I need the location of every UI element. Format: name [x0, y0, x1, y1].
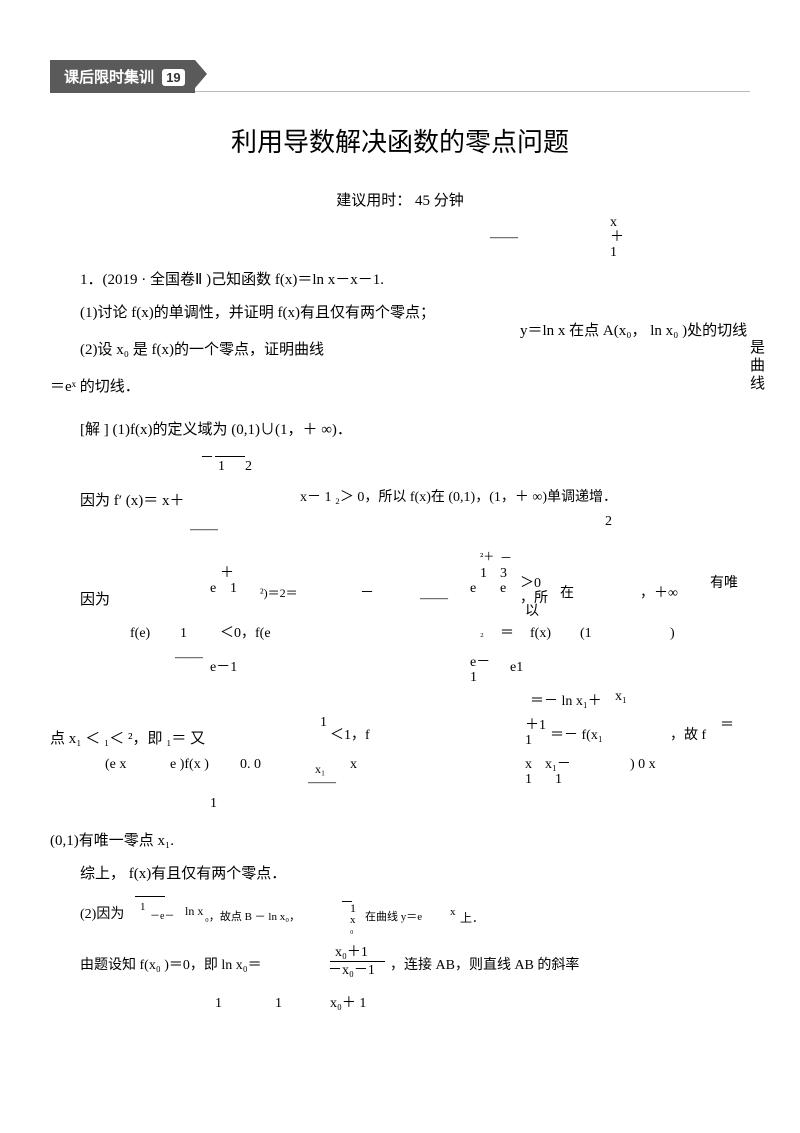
s8: 1: [210, 796, 217, 813]
s4l: e1: [510, 660, 523, 677]
s2-a: －: [200, 451, 214, 468]
s11-line: [135, 896, 165, 897]
s7i: 1: [555, 772, 562, 789]
s6a: 1: [320, 715, 327, 732]
frag-1: 1: [610, 245, 617, 262]
s10: 综上， f(x)有且仅有两个零点．: [50, 858, 750, 891]
s3e: －: [360, 586, 374, 603]
badge-label: 课后限时集训: [64, 69, 154, 86]
s13c: x₀＋ 1: [330, 996, 366, 1013]
s2b: x－ 1 ₂＞ 0，所以 f(x)在 (0,1)，(1，＋ ∞)单调递增．: [300, 490, 617, 507]
s6g: ＝: [720, 718, 734, 735]
s11a: (2)因为: [80, 907, 124, 924]
s7h: 1: [525, 772, 532, 789]
s3j: e: [470, 581, 476, 598]
s5a: ＝－ ln x₁＋: [530, 694, 602, 711]
s11k: 上．: [460, 911, 484, 925]
s13a: 1: [215, 996, 222, 1013]
s2a: 因为 f′ (x)＝ x＋: [80, 493, 185, 509]
s7a: (e x: [105, 757, 126, 774]
s6e: ＝－ f(x₁: [550, 728, 603, 745]
page-title: 利用导数解决函数的零点问题: [50, 122, 750, 159]
s4a: f(e): [130, 626, 150, 643]
q1-line3c: 是曲线: [750, 339, 765, 393]
s6d: 1: [525, 733, 532, 750]
content-body: —— x ＋ 1 1．(2019 · 全国卷Ⅱ )己知函数 f(x)＝ln x－…: [50, 220, 750, 1026]
s11h: ₀: [350, 924, 354, 936]
s3b: e: [210, 581, 216, 598]
s13b: 1: [275, 996, 282, 1013]
s3-dash2: ——: [420, 591, 448, 608]
s3q: 以: [525, 604, 539, 621]
s3n: 在: [560, 586, 574, 603]
s12b: x₀＋1: [335, 945, 368, 962]
s7b: e )f(x ): [170, 757, 209, 774]
s2-b: 1: [218, 459, 225, 476]
s12a: 由题设知 f(x₀ )＝0，即 ln x₀＝: [80, 958, 262, 975]
s4d: ₂: [480, 626, 484, 639]
s4-dash3: ——: [175, 650, 203, 667]
s4g: (1: [580, 626, 592, 643]
s12d: ，连接 AB，则直线 AB 的斜率: [390, 958, 579, 975]
q1-line3b: y＝ln x 在点 A(x₀， ln x₀ )处的切线: [520, 322, 747, 340]
s12c: －x₀－1: [328, 963, 375, 980]
q1-line4: ＝eˣ 的切线．: [50, 371, 750, 404]
s11i: 在曲线 y＝e: [365, 911, 422, 924]
s3o: ，＋∞: [640, 586, 678, 603]
s4e: ＝: [500, 626, 514, 643]
s9: (0,1)有唯一零点 x₁.: [50, 825, 750, 858]
s3p: 有唯: [710, 576, 738, 593]
dash-mark: ——: [490, 230, 518, 247]
s2c: 2: [605, 514, 612, 531]
s4k: 1: [470, 670, 477, 687]
s4b: 1: [180, 626, 187, 643]
s7c: 0. 0: [240, 757, 261, 774]
s11e: ₀，故点 B － ln x₀，: [205, 911, 300, 924]
s2-dash1: ——: [190, 522, 218, 539]
s4h: ): [670, 626, 675, 643]
time-suggestion: 建议用时： 45 分钟: [50, 189, 750, 210]
s7e: x: [350, 757, 357, 774]
s11c: －e－: [150, 911, 174, 923]
s2-c: 2: [245, 459, 252, 476]
s6b: ＜1，f: [330, 728, 370, 745]
s3g: 1: [480, 566, 487, 583]
s3f: ²＋: [480, 551, 494, 564]
s5b: x₁: [615, 689, 627, 706]
s7-dash4: ——: [308, 775, 336, 792]
q1-line3a: (2)设 x₀ 是 f(x)的一个零点，证明曲线: [50, 334, 324, 367]
s3-lead: 因为: [80, 592, 110, 608]
s12-frac: [330, 961, 385, 962]
s7j: ) 0 x: [630, 757, 656, 774]
s11b: 1: [140, 901, 146, 914]
s4c: ＜0，f(e: [220, 626, 271, 643]
q1-line1: 1．(2019 · 全国卷Ⅱ )己知函数 f(x)＝ln x－x－1.: [50, 264, 750, 297]
s4f: f(x): [530, 626, 551, 643]
s11-bar: －: [340, 896, 354, 913]
s4i: e－1: [210, 660, 237, 677]
s3d: ²)＝2＝: [260, 586, 298, 600]
s6f: ，故 f: [670, 728, 706, 745]
s3k: e: [500, 581, 506, 598]
s11j: x: [450, 906, 456, 919]
s6-lead: 点 x₁ ＜ ₁＜ ²，即 ₁＝ 又: [50, 731, 205, 747]
s2-line: [215, 456, 245, 457]
s11d: ln x: [185, 904, 203, 918]
header-badge: 课后限时集训 19: [50, 60, 195, 93]
badge-number: 19: [162, 69, 184, 86]
s3h: －: [500, 551, 512, 565]
s3c: 1: [230, 581, 237, 598]
sol-s1: [解 ] (1)f(x)的定义域为 (0,1)∪(1，＋ ∞)．: [50, 414, 750, 447]
